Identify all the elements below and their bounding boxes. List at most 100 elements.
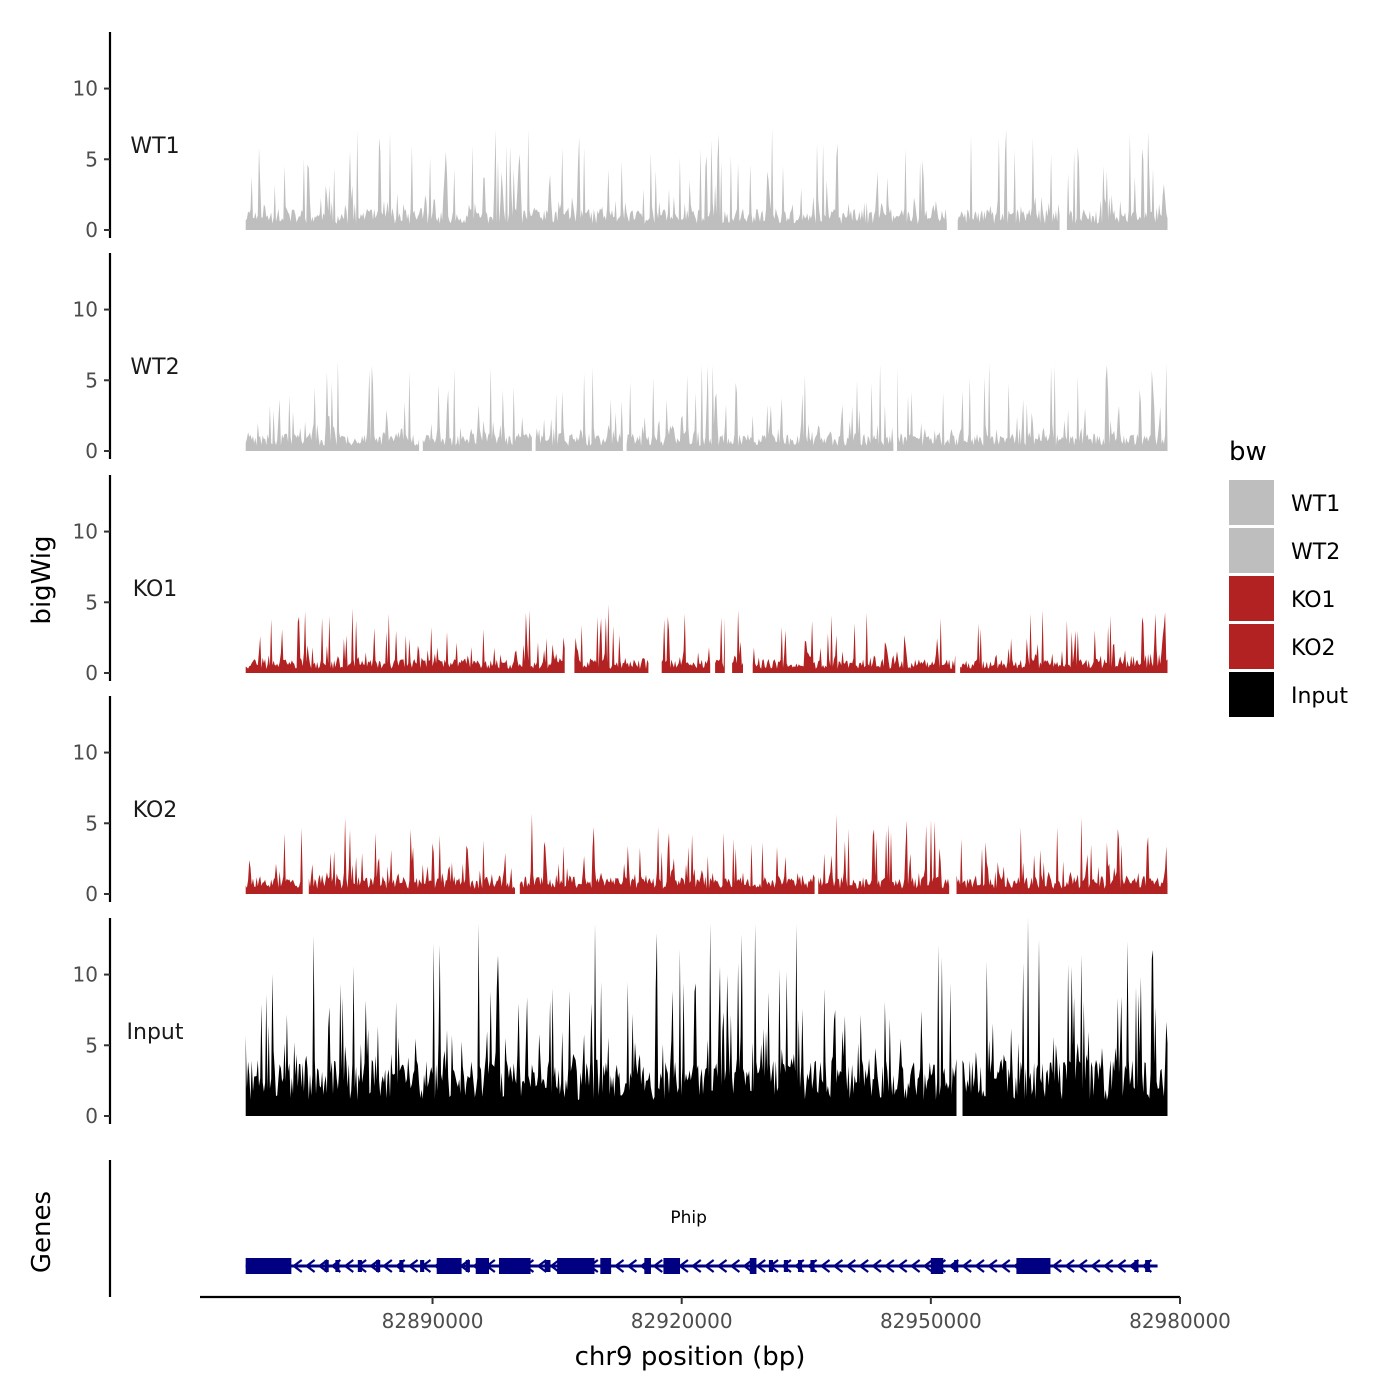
strand-arrow [626, 1259, 638, 1273]
strand-arrow [858, 1259, 869, 1273]
strand-arrow [716, 1259, 728, 1273]
legend-label-wt2: WT2 [1291, 540, 1340, 565]
gene-exon [930, 1258, 944, 1274]
strand-arrow [1102, 1259, 1114, 1273]
signal-area-ko1 [661, 613, 711, 673]
strand-arrow [781, 1259, 792, 1273]
signal-area-ko2 [308, 817, 515, 894]
strand-arrow [832, 1259, 844, 1273]
track-ko1: 0 5 10 KO1 [73, 475, 1168, 685]
x-tick-label: 82920000 [631, 1309, 733, 1333]
signal-area-ko2 [519, 813, 815, 894]
gene-name-label: Phip [670, 1208, 707, 1228]
x-tick-label: 82890000 [382, 1309, 484, 1333]
gene-exon [544, 1260, 551, 1272]
strand-arrow [909, 1259, 921, 1273]
signal-area-ko1 [732, 610, 743, 673]
gene-exon [749, 1258, 757, 1274]
strand-arrow [291, 1259, 303, 1273]
strand-arrow [884, 1259, 895, 1273]
strand-arrow [1115, 1259, 1127, 1273]
signal-area-ko2 [956, 817, 1168, 894]
y-tick-label: 0 [85, 218, 98, 242]
signal-area-input [245, 923, 957, 1116]
gene-exon [420, 1260, 425, 1272]
track-label: WT2 [130, 355, 179, 380]
signal-area-ko2 [245, 828, 303, 894]
strand-arrow [729, 1259, 741, 1273]
signal-area-ko2 [818, 814, 950, 894]
y-tick-label: 10 [73, 963, 98, 987]
strand-arrow [1090, 1259, 1101, 1273]
y-tick-label: 10 [73, 520, 98, 544]
y-tick-label: 0 [85, 882, 98, 906]
legend-title: bw [1229, 437, 1267, 467]
gene-exon [357, 1260, 362, 1272]
legend-label-input: Input [1291, 684, 1348, 709]
gene-exon [600, 1258, 612, 1274]
y-tick-label: 10 [73, 298, 98, 322]
gene-exon [768, 1260, 774, 1272]
legend-swatch-wt2 [1229, 528, 1274, 573]
strand-arrow [690, 1259, 702, 1273]
y-tick-label: 5 [85, 811, 98, 835]
strand-arrow [343, 1259, 354, 1273]
x-tick-label: 82950000 [880, 1309, 982, 1333]
strand-arrow [922, 1259, 934, 1273]
strand-arrow [755, 1259, 766, 1273]
y-tick-label: 5 [85, 590, 98, 614]
signal-area-wt2 [535, 367, 623, 451]
strand-arrow [613, 1259, 625, 1273]
gene-exon [475, 1258, 490, 1274]
gene-exon [245, 1258, 292, 1274]
track-label: KO1 [133, 577, 178, 602]
y-tick-label: 5 [85, 147, 98, 171]
strand-arrow [304, 1259, 316, 1273]
genes-track-title: Genes [27, 1191, 57, 1273]
gene-exon [335, 1260, 340, 1272]
gene-exon [663, 1258, 681, 1274]
strand-arrow [999, 1259, 1011, 1273]
y-tick-label: 10 [73, 77, 98, 101]
signal-area-ko1 [715, 617, 725, 673]
strand-arrow [871, 1259, 882, 1273]
signal-area-wt1 [1066, 131, 1168, 230]
strand-arrow [549, 1259, 560, 1273]
gene-exon [644, 1258, 651, 1274]
strand-arrow [652, 1259, 663, 1273]
y-tick-label: 0 [85, 661, 98, 685]
gene-exon [324, 1260, 329, 1272]
y-tick-label: 10 [73, 741, 98, 765]
strand-arrow [845, 1259, 856, 1273]
legend-label-wt1: WT1 [1291, 492, 1340, 517]
gene-exon [1016, 1258, 1051, 1274]
strand-arrow [742, 1259, 753, 1273]
track-ko2: 0 5 10 KO2 [73, 696, 1168, 906]
gene-exon [954, 1260, 959, 1272]
strand-arrow [1051, 1259, 1062, 1273]
strand-arrow [536, 1259, 547, 1273]
legend-swatch-input [1229, 672, 1274, 717]
track-label: WT1 [130, 134, 179, 159]
gene-exon [436, 1258, 462, 1274]
y-axis-title: bigWig [27, 535, 57, 624]
gene-exon [557, 1258, 595, 1274]
signal-area-ko1 [245, 608, 565, 673]
signal-area-ko1 [752, 612, 956, 673]
signal-area-wt2 [245, 360, 420, 451]
y-tick-label: 5 [85, 368, 98, 392]
gene-exon [1145, 1260, 1151, 1272]
x-axis: 82890000 82920000 82950000 82980000 [200, 1295, 1231, 1333]
track-input: 0 5 10 Input [73, 918, 1168, 1128]
strand-arrow [407, 1259, 419, 1273]
signal-area-wt2 [897, 362, 1168, 451]
gene-exon [1134, 1260, 1139, 1272]
gene-exon [810, 1260, 815, 1272]
track-wt1: 0 5 10 WT1 [73, 32, 1168, 242]
gene-exon [498, 1258, 531, 1274]
signal-area-wt1 [245, 128, 947, 230]
legend-label-ko1: KO1 [1291, 588, 1336, 613]
gene-exon [399, 1260, 404, 1272]
gene-exon [465, 1260, 470, 1272]
